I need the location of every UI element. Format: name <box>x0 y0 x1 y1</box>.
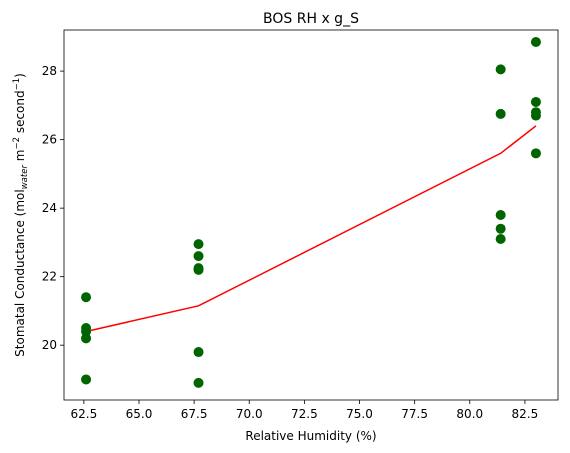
y-axis: 20 22 24 26 28 <box>42 64 64 352</box>
data-point <box>495 233 506 244</box>
data-point <box>530 36 541 47</box>
y-label-sup1: −2 <box>12 137 22 150</box>
y-tick-label: 24 <box>42 201 57 215</box>
x-tick-label: 82.5 <box>512 407 539 421</box>
data-point <box>81 333 92 344</box>
plot-frame <box>63 29 559 401</box>
y-tick-label: 22 <box>42 270 57 284</box>
x-tick-label: 72.5 <box>291 407 318 421</box>
x-tick-label: 67.5 <box>181 407 208 421</box>
regression-line <box>85 125 537 333</box>
regression-line-group <box>85 125 537 333</box>
data-point <box>193 251 204 262</box>
y-label-suffix: ) <box>13 73 27 78</box>
x-tick-label: 75.0 <box>346 407 373 421</box>
x-tick-label: 70.0 <box>236 407 263 421</box>
data-point <box>530 96 541 107</box>
data-point <box>495 223 506 234</box>
x-tick-label: 80.0 <box>456 407 483 421</box>
x-axis-label: Relative Humidity (%) <box>245 429 376 443</box>
data-point <box>495 108 506 119</box>
data-point <box>495 210 506 220</box>
data-points-group <box>81 36 541 388</box>
data-point <box>530 110 541 121</box>
chart-title: BOS RH x g_S <box>263 11 359 27</box>
x-tick-label: 62.5 <box>70 407 97 421</box>
y-label-sup2: −1 <box>12 78 22 91</box>
x-tick-label: 65.0 <box>126 407 153 421</box>
data-point <box>530 148 541 159</box>
data-point <box>495 64 506 75</box>
data-point <box>193 264 204 275</box>
y-tick-label: 20 <box>42 338 57 352</box>
y-tick-label: 26 <box>42 133 57 147</box>
y-label-mid2: second <box>13 90 27 137</box>
x-axis: 62.5 65.0 67.5 70.0 72.5 75.0 77.5 80.0 82.5 <box>70 400 538 421</box>
y-axis-label: Stomatal Conductance (molwater m−2 secon… <box>12 73 30 357</box>
data-point <box>81 374 92 385</box>
data-point <box>81 326 92 337</box>
data-point <box>193 239 204 250</box>
y-label-sub: water <box>20 165 30 190</box>
data-point <box>193 377 204 388</box>
data-point <box>193 347 204 358</box>
y-label-mid1: m <box>13 150 27 166</box>
x-tick-label: 77.5 <box>401 407 428 421</box>
y-label-prefix: Stomatal Conductance (mol <box>13 189 27 357</box>
y-tick-label: 28 <box>42 64 57 78</box>
data-point <box>81 292 92 303</box>
